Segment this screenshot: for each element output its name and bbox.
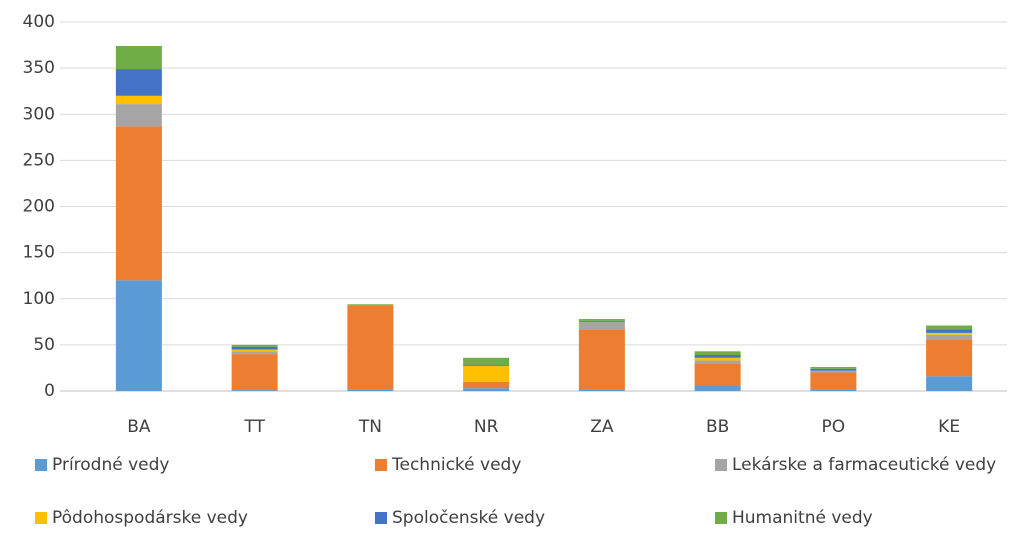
bar-segment bbox=[578, 321, 625, 330]
legend-label: Lekárske a farmaceutické vedy bbox=[732, 455, 996, 475]
legend-swatch bbox=[375, 459, 387, 471]
bar-segment bbox=[115, 45, 162, 70]
bar-segment bbox=[231, 354, 278, 391]
x-tick-label: BB bbox=[706, 417, 729, 437]
y-tick-label: 50 bbox=[33, 335, 55, 355]
legend-swatch bbox=[715, 512, 727, 524]
bar-segment bbox=[810, 370, 857, 373]
bar-segment bbox=[694, 351, 741, 356]
bar-segment bbox=[694, 385, 741, 391]
x-tick-label: NR bbox=[474, 417, 499, 437]
bar-segment bbox=[463, 357, 510, 366]
x-tick-label: TT bbox=[243, 417, 265, 437]
legend-label: Technické vedy bbox=[391, 455, 521, 475]
y-tick-label: 100 bbox=[23, 289, 55, 309]
legend-label: Prírodné vedy bbox=[52, 455, 169, 475]
bar-segment bbox=[115, 95, 162, 105]
bar-segment bbox=[926, 339, 973, 377]
y-tick-label: 400 bbox=[23, 12, 55, 32]
bar-segment bbox=[231, 346, 278, 350]
bar-segment bbox=[578, 329, 625, 390]
bar-segment bbox=[231, 351, 278, 355]
bar-segment bbox=[694, 363, 741, 386]
x-tick-label: ZA bbox=[590, 417, 614, 437]
y-tick-label: 150 bbox=[23, 243, 55, 263]
y-tick-label: 350 bbox=[23, 58, 55, 78]
legend-label: Spoločenské vedy bbox=[392, 508, 545, 528]
bar-segment bbox=[810, 372, 857, 390]
x-tick-label: TN bbox=[358, 417, 382, 437]
bar-segment bbox=[694, 355, 741, 358]
y-tick-label: 200 bbox=[23, 197, 55, 217]
legend-label: Humanitné vedy bbox=[732, 508, 873, 528]
bar-segment bbox=[926, 376, 973, 391]
legend-swatch bbox=[35, 459, 47, 471]
legend-label: Pôdohospodárske vedy bbox=[52, 508, 248, 528]
y-tick-label: 0 bbox=[44, 381, 55, 401]
x-tick-label: PO bbox=[822, 417, 846, 437]
bar-segment bbox=[463, 365, 510, 367]
bar-segment bbox=[810, 368, 857, 371]
legend-swatch bbox=[375, 512, 387, 524]
bar-segment bbox=[926, 332, 973, 335]
bar-segment bbox=[231, 344, 278, 347]
bar-segment bbox=[347, 389, 394, 391]
bar-segment bbox=[347, 304, 394, 306]
bar-segment bbox=[231, 349, 278, 352]
y-tick-label: 300 bbox=[23, 104, 55, 124]
y-tick-label: 250 bbox=[23, 150, 55, 170]
bar-segment bbox=[115, 280, 162, 391]
bar-segment bbox=[347, 305, 394, 390]
bar-segment bbox=[463, 388, 510, 391]
bar-segment bbox=[694, 360, 741, 364]
bar-segment bbox=[694, 357, 741, 361]
bar-segment bbox=[115, 104, 162, 127]
bar-segment bbox=[926, 325, 973, 330]
x-tick-label: KE bbox=[938, 417, 960, 437]
bar-segment bbox=[810, 389, 857, 391]
bar-segment bbox=[115, 126, 162, 281]
bar-segment bbox=[926, 329, 973, 333]
bar-segment bbox=[115, 69, 162, 96]
legend-swatch bbox=[715, 459, 727, 471]
bar-segment bbox=[578, 319, 625, 321]
bar-segment bbox=[578, 389, 625, 391]
x-tick-label: BA bbox=[127, 417, 151, 437]
bar-segment bbox=[231, 390, 278, 391]
bar-segment bbox=[463, 366, 510, 382]
bar-segment bbox=[463, 381, 510, 389]
legend-swatch bbox=[35, 512, 47, 524]
bar-segment bbox=[810, 367, 857, 369]
bar-segment bbox=[926, 334, 973, 340]
bar-segment bbox=[578, 320, 625, 322]
